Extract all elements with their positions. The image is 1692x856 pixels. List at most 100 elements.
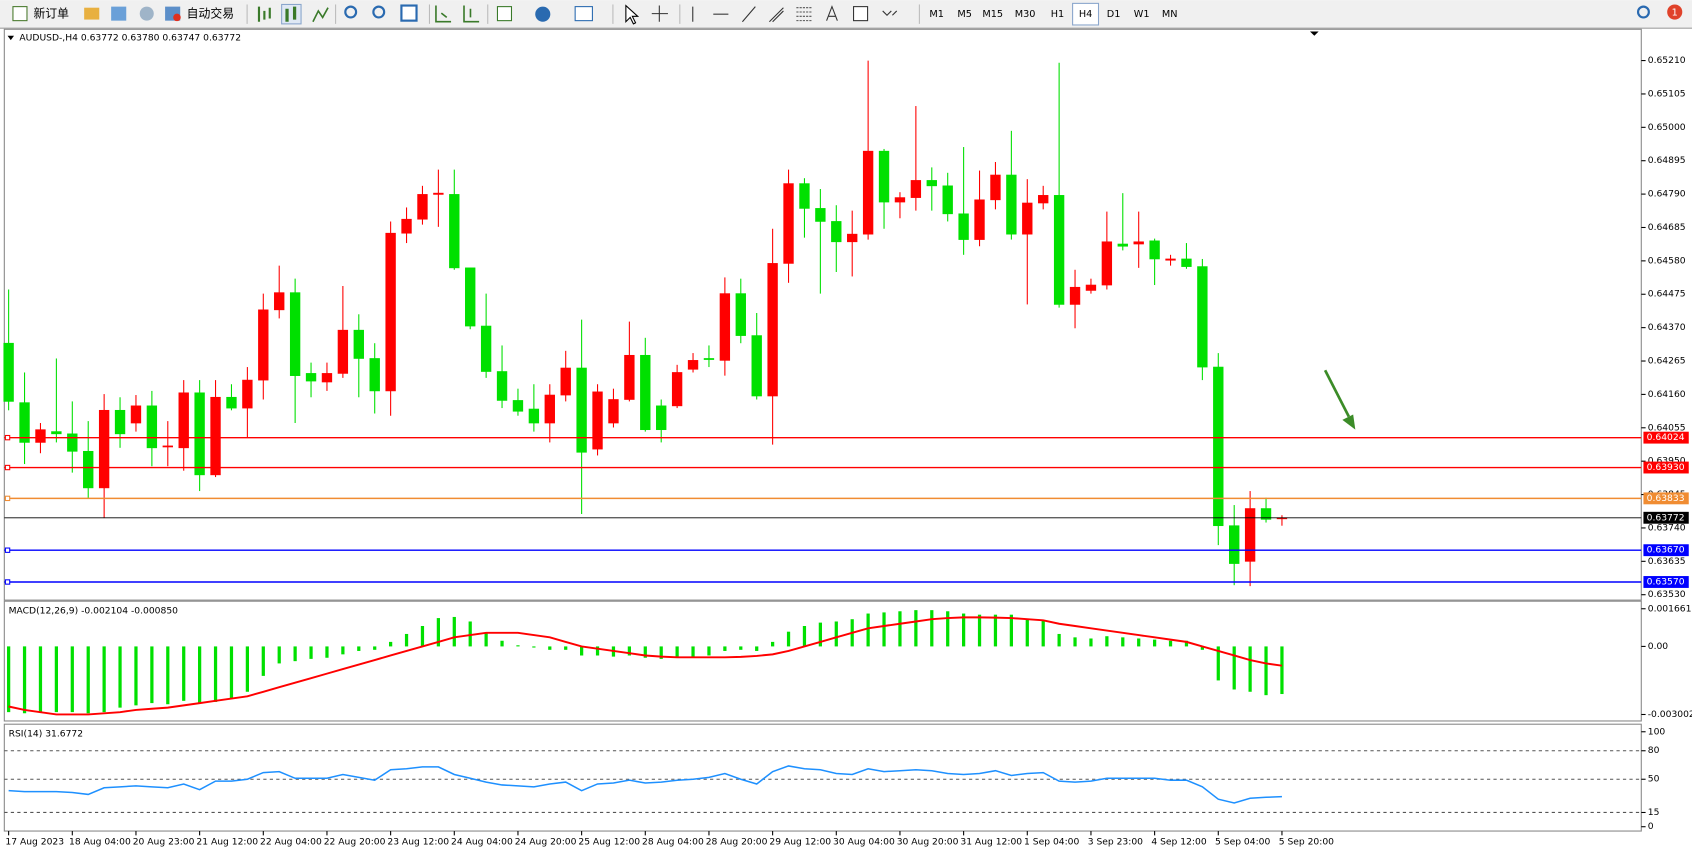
icon[interactable] [84,7,100,20]
symbol-menu-marker [7,35,15,41]
candle-body [544,394,555,424]
y-tick-label: -0.003002 [1648,709,1692,720]
zoom-out-button[interactable] [372,5,386,19]
candle-body [465,267,476,327]
level-handle [4,434,11,441]
candle-body [656,405,667,431]
candle-body [1038,195,1049,204]
timeframe-button[interactable]: M5 [957,9,972,20]
y-tick-label: 0.001661 [1648,603,1692,614]
y-tick-label: 0.63530 [1648,589,1686,600]
rsi-header: RSI(14) 31.6772 [9,728,83,739]
timeframes: M1 M5 M15 M30 H1 H4 D1 W1 MN [929,2,1178,26]
y-tick-label: 0.64160 [1648,389,1686,400]
y-tick-label: 0.65105 [1648,88,1686,99]
y-tick-label: 0.64370 [1648,322,1686,333]
autoscroll-button[interactable] [435,5,452,23]
chart-shift-marker [1310,31,1319,36]
timeframe-button[interactable]: M15 [982,9,1003,20]
candle-body [1229,525,1240,564]
notification-badge[interactable] [1667,4,1683,20]
candle-body [1149,240,1160,260]
x-tick-label: 31 Aug 12:00 [960,836,1022,847]
level-handle [4,547,11,553]
level-label: 0.63570 [1647,576,1685,587]
candle-body [831,221,842,243]
timeframe-button[interactable]: MN [1162,9,1178,20]
candle-body [1260,508,1272,520]
arrows-button[interactable] [882,10,898,17]
x-tick-label: 24 Aug 04:00 [451,836,513,847]
notification-count: 1 [1672,8,1678,19]
templates-button[interactable] [574,6,593,22]
annotation-arrow [1323,369,1351,418]
timeframe-button[interactable]: W1 [1134,9,1150,20]
candle-body [608,399,619,424]
candle-body [258,309,269,381]
bar-chart-button[interactable] [257,6,271,22]
x-tick-label: 28 Aug 20:00 [706,836,768,847]
candle-body [67,433,78,452]
x-tick-label: 20 Aug 23:00 [133,836,195,847]
level-tag [1643,461,1689,474]
candle-body [3,342,14,402]
candle-body [242,379,253,409]
x-tick-label: 22 Aug 20:00 [324,836,386,847]
timeframe-button[interactable]: H4 [1079,9,1092,20]
candle-body [433,192,444,195]
candle-chart-button[interactable] [281,3,302,25]
chart-shift-button[interactable] [463,5,480,23]
current-price-label: 0.63772 [1647,512,1685,523]
timeframe-button[interactable]: M30 [1015,9,1036,20]
cursor-button[interactable] [625,4,640,25]
candle-body [799,183,810,209]
line-chart-button[interactable] [312,7,329,23]
candle-body [751,335,762,397]
channel-button[interactable] [769,7,784,23]
rsi-line [8,765,1282,804]
level-label: 0.64024 [1647,432,1685,443]
x-tick-label: 22 Aug 04:00 [260,836,322,847]
periods-button[interactable] [535,6,551,22]
candle-body [624,354,635,400]
candle-body [512,400,524,412]
timeframe-button[interactable]: D1 [1107,9,1121,20]
search-button[interactable] [1636,5,1650,19]
y-tick-label: 0 [1648,821,1654,832]
annotation-arrowhead [1342,414,1356,430]
fibonacci-button[interactable] [796,7,812,22]
timeframe-button[interactable]: H1 [1051,9,1064,20]
auto-trade-button[interactable]: 自动交易 [187,7,234,21]
candle-body [1022,202,1033,235]
candle-body [528,408,540,424]
candle-body [226,396,237,409]
x-tick-label: 17 Aug 2023 [5,836,64,847]
symbol-header: AUDUSD-,H4 0.63772 0.63780 0.63747 0.637… [19,32,241,43]
new-order-button[interactable]: 新订单 [33,7,69,21]
new-order-icon[interactable] [12,6,28,22]
icon[interactable] [111,6,127,21]
y-tick-label: 0.65000 [1648,122,1686,133]
zoom-in-button[interactable] [344,5,358,19]
x-tick-label: 18 Aug 04:00 [69,836,131,847]
text-button[interactable] [826,5,838,21]
active-timeframe [1072,2,1100,26]
candle-body [687,360,699,370]
label-button[interactable] [853,6,869,22]
candle-icon [285,6,297,22]
icon[interactable] [139,6,154,21]
toolbar [0,0,1692,29]
timeframe-button[interactable]: M1 [929,9,944,20]
y-tick-label: 0.00 [1648,641,1669,652]
x-tick-label: 30 Aug 20:00 [897,836,959,847]
crosshair-button[interactable] [651,5,668,22]
indicators-button[interactable] [496,6,513,22]
rsi-panel [3,723,1642,832]
tile-button[interactable] [400,4,418,22]
candle-body [19,402,30,443]
trendline-button[interactable] [741,6,756,23]
candle-body [51,431,62,435]
candle-body [942,185,953,215]
candle-body [385,232,396,392]
candle-body [496,371,508,401]
